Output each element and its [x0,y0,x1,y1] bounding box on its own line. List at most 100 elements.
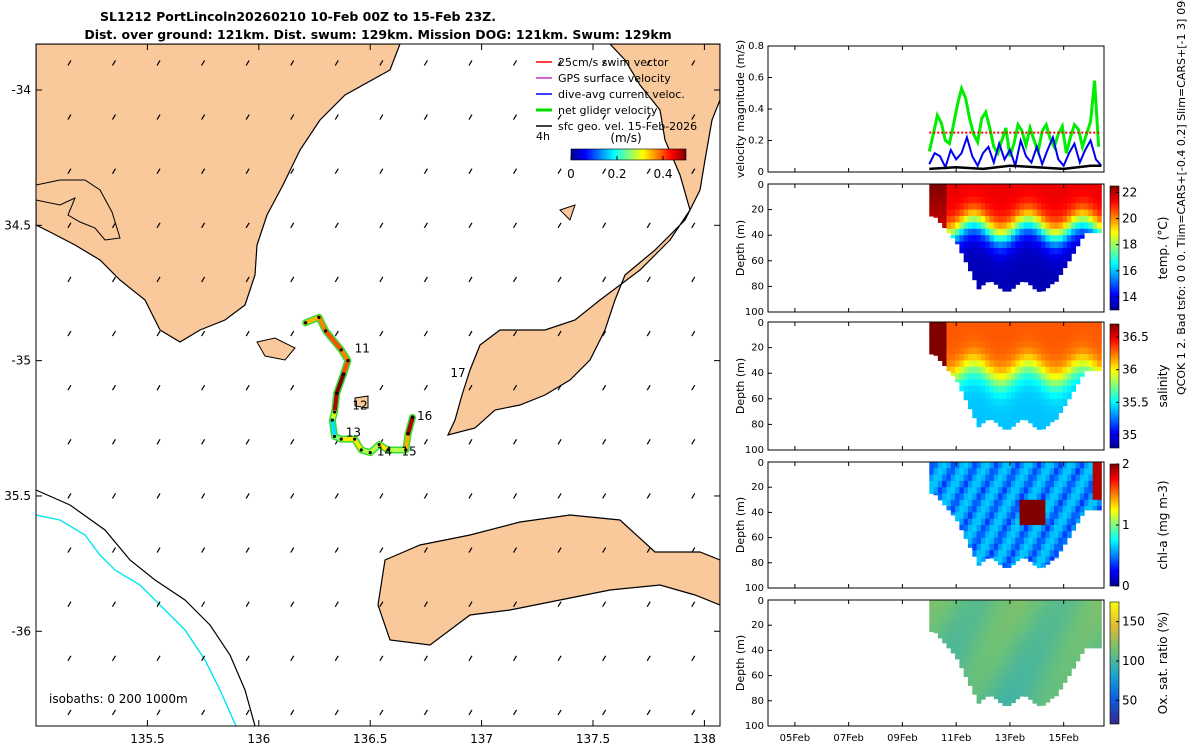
temperature-cell [1079,235,1085,239]
oxygen-cell [998,656,1003,664]
chla-cell [1006,562,1012,568]
salinity-cell [1002,373,1008,381]
salinity-cell [1010,366,1016,374]
salinity-cell [980,373,986,381]
temperature-cell [1019,184,1025,191]
salinity-cell [972,379,978,387]
chla-cell [946,506,952,511]
oxygen-cell [1066,612,1072,620]
salinity-cell [1058,366,1064,374]
chla-cell [1036,512,1042,520]
salinity-cell [998,418,1003,425]
oxygen-cell [1010,700,1016,704]
oxygen-cell [963,637,969,645]
chla-cell [985,474,990,482]
oxygen-cell [1041,650,1046,658]
chla-cell [1071,487,1077,494]
oxygen-cell [1019,688,1025,695]
chla-cell [1071,493,1077,501]
salinity-cell [1032,354,1038,361]
temperature-cell [1023,248,1029,255]
temperature-cell [929,190,935,198]
track-point [339,348,343,352]
temperature-cell [972,216,978,223]
temperature-cell [989,248,995,255]
temperature-cell [1079,209,1085,217]
geo-vector [67,330,72,337]
salinity-cell [993,328,999,336]
salinity-cell [989,354,995,361]
day-label-11: 11 [355,342,370,356]
temperature-cell [1002,280,1008,287]
oxygen-cell [989,606,995,614]
salinity-cell [1019,405,1025,413]
oxygen-cell [998,700,1003,704]
salinity-cell [1084,354,1089,361]
chla-cell [1079,462,1085,469]
oxygen-cell [1010,650,1016,658]
chla-cell [1041,480,1046,488]
chla-cell [967,493,973,501]
salinity-cell [963,322,969,329]
oxygen-cell [1088,618,1094,626]
chla-cell [1058,543,1064,551]
salinity-cell [989,366,995,374]
oxygen-cell [1019,681,1025,689]
salinity-cell [1045,341,1051,349]
oxygen-cell [1023,644,1029,651]
oxygen-cell [993,618,999,626]
chla-cell [1041,468,1046,476]
chla-cell [1088,493,1094,501]
oxygen-cell [929,600,935,607]
oxygen-cell [989,637,995,645]
chla-cell [1084,506,1089,511]
temperature-cell [1019,222,1025,230]
temperature-cell [1028,190,1033,198]
oxygen-cell [1075,606,1081,614]
oxygen-cell [1036,669,1042,677]
chla-cell [1032,537,1038,545]
oxygen-cell [1015,600,1021,607]
day-label-12: 12 [352,398,367,412]
oxygen-cell [1032,631,1038,639]
oxygen-cell [1002,669,1008,677]
salinity-cell [989,392,995,400]
oxygen-cell [1054,631,1059,639]
temperature-cell [1006,260,1012,268]
chla-cell [1015,537,1021,545]
salinity-cell [1071,347,1077,355]
oxygen-cell [959,612,965,620]
salinity-cell [1062,347,1068,355]
salinity-cell [942,322,947,329]
time-tick-label: 09Feb [887,733,917,744]
salinity-cell [1036,405,1042,413]
geo-vector [245,547,250,553]
chla-cell [972,474,978,482]
salinity-cell [1023,366,1029,374]
temperature-cell [1023,209,1029,217]
temperature-cell [1041,248,1046,255]
temperature-cell [942,190,947,198]
oxygen-cell [946,612,952,620]
oxygen-cell [1054,681,1059,689]
temperature-cell [942,196,947,204]
chla-cell [1028,499,1033,507]
oxygen-cell [1015,618,1021,626]
geo-vector [468,60,473,66]
oxygen-cell [980,669,986,677]
temperature-cell [972,241,978,249]
oxygen-cell [989,663,995,670]
salinity-cell [993,386,999,393]
oxygen-cell [1049,600,1055,607]
temperature-depth-tick-label: 40 [751,230,764,241]
oxygen-cell [1041,644,1046,651]
salinity-cell [985,418,990,421]
geo-vector [513,222,518,229]
salinity-cell [1049,347,1055,355]
temperature-cell [1097,203,1102,211]
chla-cell [963,474,969,482]
oxygen-cell [976,644,982,651]
chla-cell [1002,537,1008,545]
salinity-cell [1045,405,1051,413]
chla-cell [1054,556,1059,559]
